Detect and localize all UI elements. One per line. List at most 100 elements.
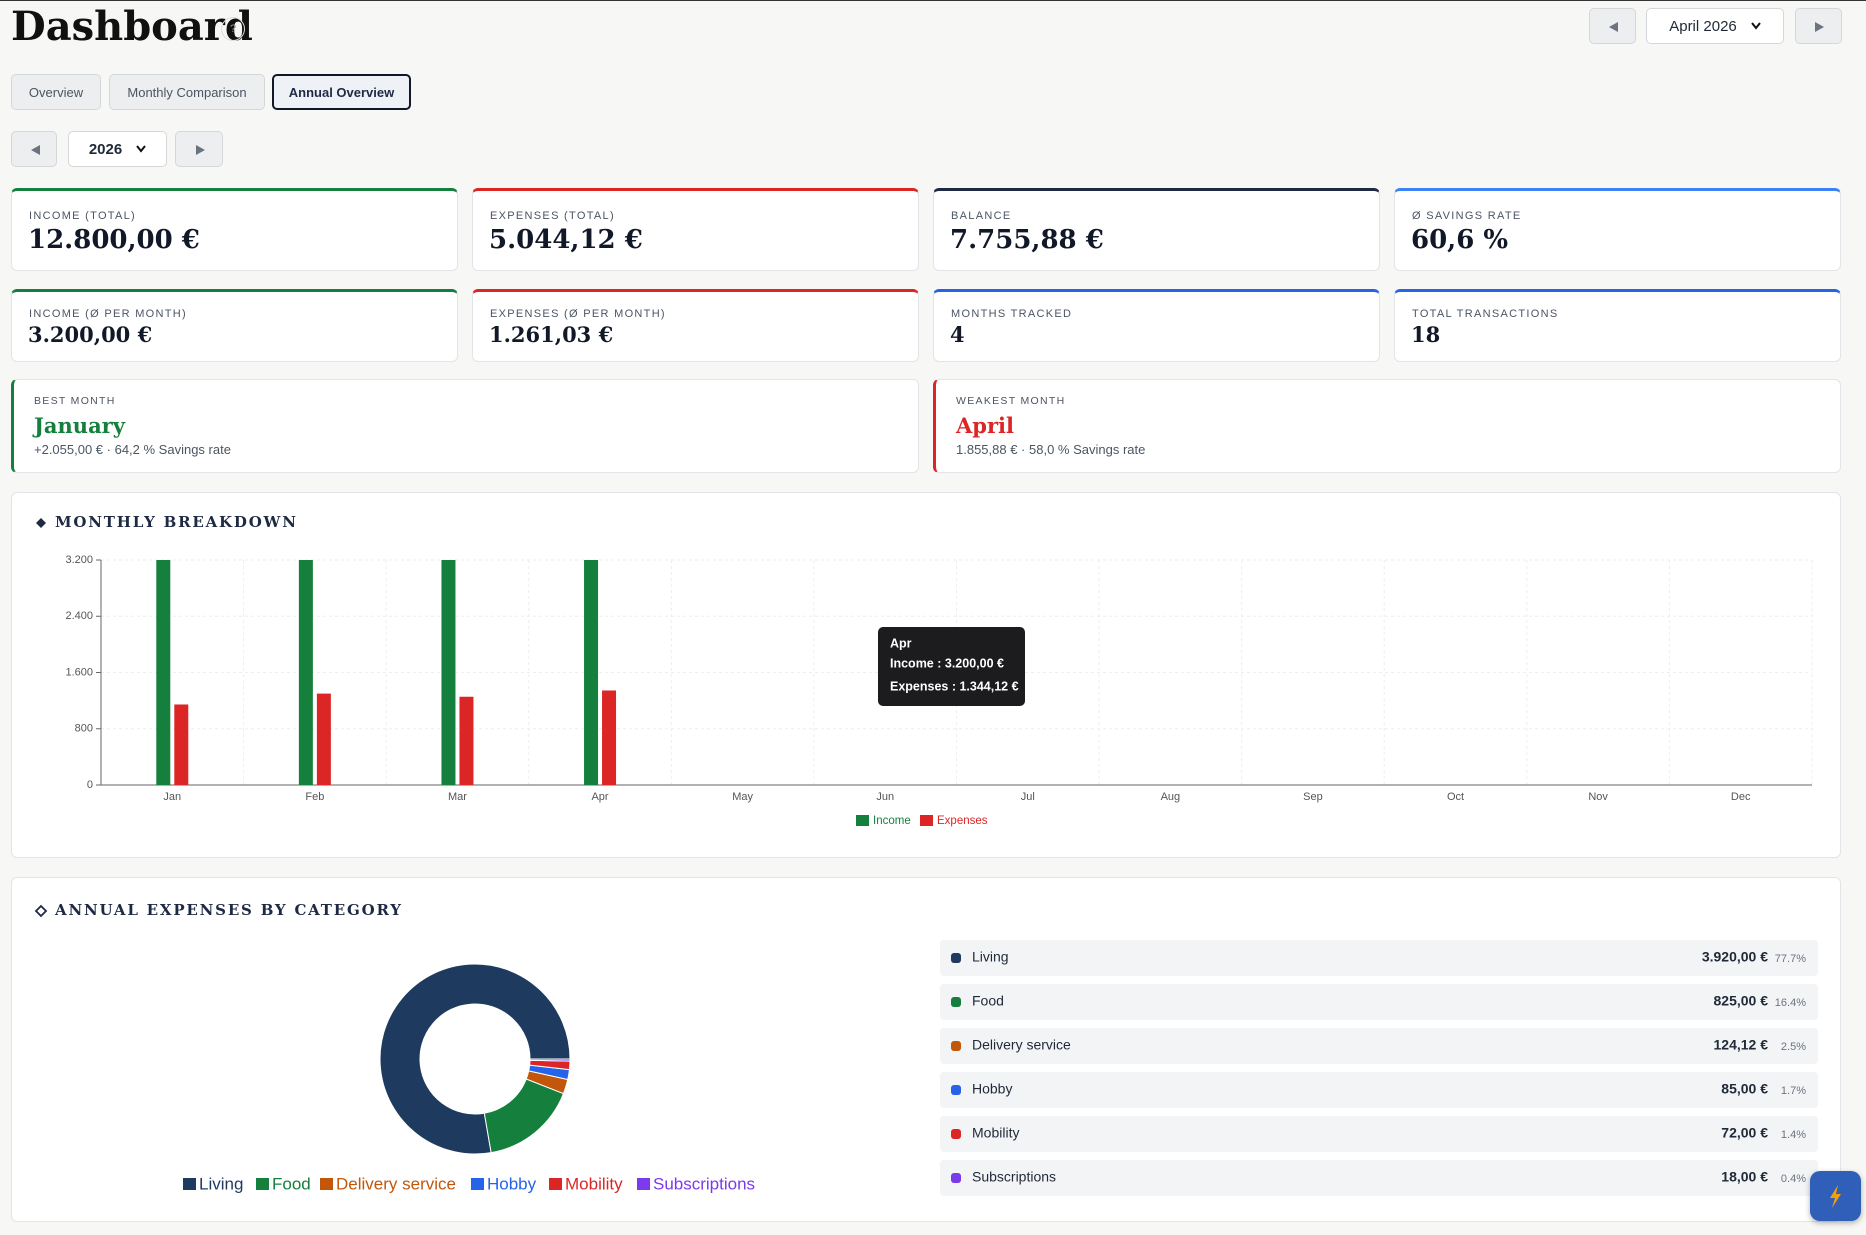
help-button[interactable]: ? [221, 17, 245, 41]
y-tick-label: 800 [75, 723, 93, 735]
highlight-month: April [956, 413, 1014, 438]
tooltip: Apr Income : 3.200,00 € Expenses : 1.344,1… [878, 627, 1025, 706]
category-share: 77.7% [1775, 953, 1806, 965]
kpi-value: 1.261,03 € [489, 322, 614, 347]
category-share: 16.4% [1775, 997, 1806, 1009]
kpi-label: EXPENSES (TOTAL) [490, 210, 615, 222]
category-share: 1.7% [1781, 1085, 1806, 1097]
legend-label: Living [199, 1174, 243, 1193]
kpi-label: BALANCE [951, 210, 1012, 222]
chevron-icon [1750, 22, 1761, 30]
category-amount: 825,00 € [1714, 993, 1769, 1009]
monthly-breakdown-card: MONTHLY BREAKDOWN 0 800 1.600 2.400 3.200 Jan F… [11, 492, 1841, 858]
kpi-value: 5.044,12 € [489, 225, 643, 255]
tab[interactable]: Monthly Comparison [109, 74, 265, 110]
x-tick-label: Jul [1021, 791, 1035, 803]
tab[interactable]: Overview [11, 74, 101, 110]
y-tick-label: 1.600 [65, 666, 93, 678]
highlight-month: January [34, 413, 125, 438]
category-amount: 72,00 € [1721, 1125, 1768, 1141]
category-name: Food [972, 993, 1004, 1009]
category-dot [951, 1085, 961, 1095]
chevron-icon [136, 145, 146, 153]
category-dot [951, 1173, 961, 1183]
x-tick-label: Apr [591, 791, 608, 803]
x-tick-label: Jun [876, 791, 894, 803]
highlight-label: BEST MONTH [34, 395, 116, 407]
category-row [940, 1160, 1818, 1196]
legend-swatch [256, 1178, 269, 1190]
quick-action-button[interactable] [1810, 1171, 1861, 1221]
kpi-label: Ø SAVINGS RATE [1412, 210, 1522, 222]
lightning-icon [1830, 1185, 1841, 1208]
tooltip-line: Expenses : 1.344,12 € [890, 679, 1019, 693]
arrow-icon [1815, 22, 1824, 32]
highlight-detail: 1.855,88 € · 58,0 % Savings rate [956, 442, 1146, 457]
arrow-icon [31, 145, 40, 155]
kpi-value: 18 [1411, 322, 1441, 347]
category-dot [951, 997, 961, 1007]
legend-swatch [920, 815, 933, 826]
kpi-card: BALANCE 7.755,88 € [933, 188, 1380, 271]
bar [174, 704, 189, 785]
y-tick-label: 0 [87, 779, 93, 791]
kpi-card: MONTHS TRACKED 4 [933, 289, 1380, 362]
year-select[interactable]: 2026 [68, 131, 167, 167]
month-select-value: April 2026 [1669, 17, 1737, 35]
category-name: Subscriptions [972, 1169, 1056, 1185]
legend-label: Hobby [487, 1174, 537, 1193]
chart-title: ANNUAL EXPENSES BY CATEGORY [54, 901, 403, 919]
year-select-value: 2026 [88, 140, 123, 158]
prev-year-button[interactable] [11, 131, 57, 167]
title-icon [36, 518, 46, 528]
bar [584, 560, 599, 785]
bar [298, 560, 313, 785]
category-amount: 85,00 € [1721, 1081, 1768, 1097]
kpi-label: EXPENSES (Ø PER MONTH) [490, 308, 666, 320]
x-tick-label: Sep [1303, 791, 1323, 803]
category-name: Living [972, 949, 1009, 965]
highlight-card: BEST MONTH January +2.055,00 € · 64,2 % Sa… [11, 379, 919, 473]
tab[interactable]: Annual Overview [272, 74, 411, 110]
kpi-label: MONTHS TRACKED [951, 308, 1073, 320]
kpi-label: INCOME (TOTAL) [29, 210, 137, 222]
x-tick-label: Mar [448, 791, 467, 803]
kpi-value: 60,6 % [1411, 225, 1509, 255]
highlight-card: WEAKEST MONTH April 1.855,88 € · 58,0 % Sa… [933, 379, 1841, 473]
category-share: 2.5% [1781, 1041, 1806, 1053]
category-name: Delivery service [972, 1037, 1071, 1053]
title-icon [34, 904, 48, 918]
x-tick-label: Nov [1588, 791, 1608, 803]
kpi-card: EXPENSES (TOTAL) 5.044,12 € [472, 188, 919, 271]
category-name: Hobby [972, 1081, 1012, 1097]
y-tick-label: 2.400 [65, 610, 93, 622]
next-year-button[interactable] [175, 131, 223, 167]
kpi-card: Ø SAVINGS RATE 60,6 % [1394, 188, 1841, 271]
chart-title: MONTHLY BREAKDOWN [55, 513, 298, 531]
donut-slice [379, 963, 571, 1155]
tooltip-line: Income : 3.200,00 € [890, 656, 1004, 670]
legend-swatch [183, 1178, 196, 1190]
legend-label: Food [272, 1174, 311, 1193]
category-chart: ANNUAL EXPENSES BY CATEGORY Living Living 7… [34, 901, 1818, 1196]
next-month-button[interactable] [1795, 8, 1842, 44]
page-title: Dashboard [11, 3, 253, 50]
legend-swatch [856, 815, 869, 826]
donut-slice [483, 1078, 565, 1154]
legend-swatch [549, 1178, 562, 1190]
month-select[interactable]: April 2026 [1646, 8, 1784, 44]
x-tick-label: Oct [1447, 791, 1464, 803]
kpi-value: 12.800,00 € [28, 225, 200, 255]
kpi-card: INCOME (Ø PER MONTH) 3.200,00 € [11, 289, 458, 362]
legend-swatch [320, 1178, 333, 1190]
kpi-value: 7.755,88 € [950, 225, 1104, 255]
category-dot [951, 1129, 961, 1139]
category-dot [951, 1041, 961, 1051]
donut-slice [529, 1058, 571, 1062]
category-row [940, 1072, 1818, 1108]
category-row [940, 940, 1818, 976]
prev-month-button[interactable] [1589, 8, 1636, 44]
kpi-value: 4 [950, 322, 965, 347]
highlight-label: WEAKEST MONTH [956, 395, 1066, 407]
